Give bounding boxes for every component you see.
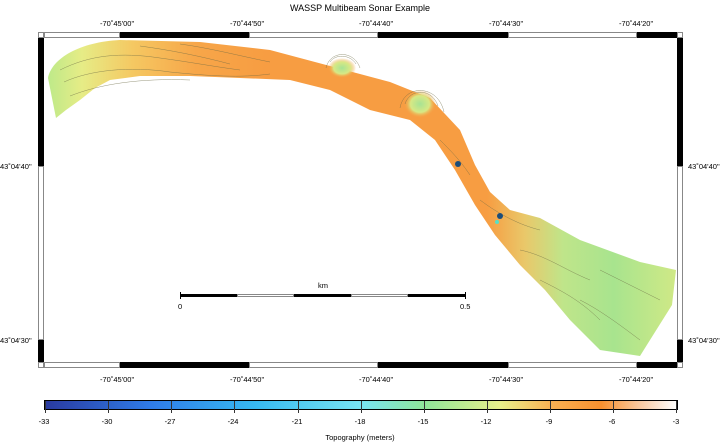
cbar-label: -27 — [164, 417, 176, 426]
cbar-label: -24 — [227, 417, 239, 426]
scalebar-tick — [465, 292, 466, 299]
sonar-swath — [48, 40, 676, 356]
cbar-tick — [550, 401, 551, 413]
frame-seg — [120, 32, 249, 38]
y-tick-right-1: 43˚04'40" — [688, 162, 720, 171]
frame-corner — [38, 32, 44, 38]
cbar-label: -18 — [354, 417, 366, 426]
contour-lines — [59, 43, 661, 341]
cbar-label: -6 — [608, 417, 616, 426]
frame-seg — [249, 362, 378, 368]
scalebar-tick — [180, 292, 181, 299]
cbar-label: -3 — [672, 417, 680, 426]
scalebar-seg — [351, 294, 408, 297]
frame-corner — [677, 32, 683, 38]
frame-corner — [38, 362, 44, 368]
cbar-tick — [361, 401, 362, 413]
x-tick-top-4: -70˚44'30" — [489, 19, 524, 28]
sonar-artifact — [497, 213, 503, 219]
x-tick-bottom-2: -70˚44'50" — [230, 375, 265, 384]
cbar-tick — [298, 401, 299, 413]
frame-seg — [38, 38, 44, 166]
frame-corner — [677, 362, 683, 368]
frame-seg — [677, 166, 683, 340]
cbar-label: -9 — [545, 417, 553, 426]
frame-seg — [637, 362, 677, 368]
x-tick-bottom-4: -70˚44'30" — [489, 375, 524, 384]
scalebar-end: 0.5 — [460, 302, 471, 311]
cbar-tick — [45, 401, 46, 413]
scalebar-seg — [408, 294, 466, 297]
frame-seg — [38, 340, 44, 362]
x-tick-top-1: -70˚45'00" — [100, 19, 135, 28]
y-tick-right-2: 43˚04'30" — [688, 336, 720, 345]
cbar-tick — [424, 401, 425, 413]
chart-title: WASSP Multibeam Sonar Example — [289, 3, 431, 13]
x-tick-top-5: -70˚44'20" — [619, 19, 654, 28]
cbar-label: -33 — [38, 417, 50, 426]
frame-seg — [378, 362, 508, 368]
sonar-artifact — [455, 161, 461, 167]
frame-seg — [44, 32, 120, 38]
cbar-label: -30 — [101, 417, 113, 426]
frame-seg — [677, 340, 683, 362]
x-tick-bottom-1: -70˚45'00" — [100, 375, 135, 384]
frame-seg — [508, 32, 637, 38]
scalebar-seg — [294, 294, 351, 297]
cbar-tick — [613, 401, 614, 413]
cbar-tick — [234, 401, 235, 413]
bathymetry-map — [48, 40, 676, 356]
scalebar-seg — [180, 294, 237, 297]
scalebar-start: 0 — [178, 302, 183, 311]
x-tick-top-3: -70˚44'40" — [359, 19, 394, 28]
cbar-label: -12 — [480, 417, 492, 426]
frame-seg — [637, 32, 677, 38]
frame-seg — [38, 166, 44, 340]
colorbar — [44, 400, 678, 413]
frame-seg — [44, 362, 120, 368]
cbar-tick — [171, 401, 172, 413]
x-tick-bottom-3: -70˚44'40" — [359, 375, 394, 384]
frame-seg — [508, 362, 637, 368]
frame-seg — [378, 32, 508, 38]
x-tick-bottom-5: -70˚44'20" — [619, 375, 654, 384]
x-tick-top-2: -70˚44'50" — [230, 19, 265, 28]
frame-seg — [120, 362, 249, 368]
y-tick-left-2: 43˚04'30" — [0, 336, 32, 345]
frame-seg — [677, 38, 683, 166]
scalebar-unit: km — [318, 281, 328, 290]
colorbar-title: Topography (meters) — [325, 433, 395, 442]
cbar-label: -15 — [417, 417, 429, 426]
cbar-label: -21 — [291, 417, 303, 426]
y-tick-left-1: 43˚04'40" — [0, 162, 32, 171]
scalebar-seg — [237, 294, 294, 297]
cbar-tick — [676, 401, 677, 413]
cbar-tick — [108, 401, 109, 413]
cbar-tick — [487, 401, 488, 413]
frame-seg — [249, 32, 378, 38]
